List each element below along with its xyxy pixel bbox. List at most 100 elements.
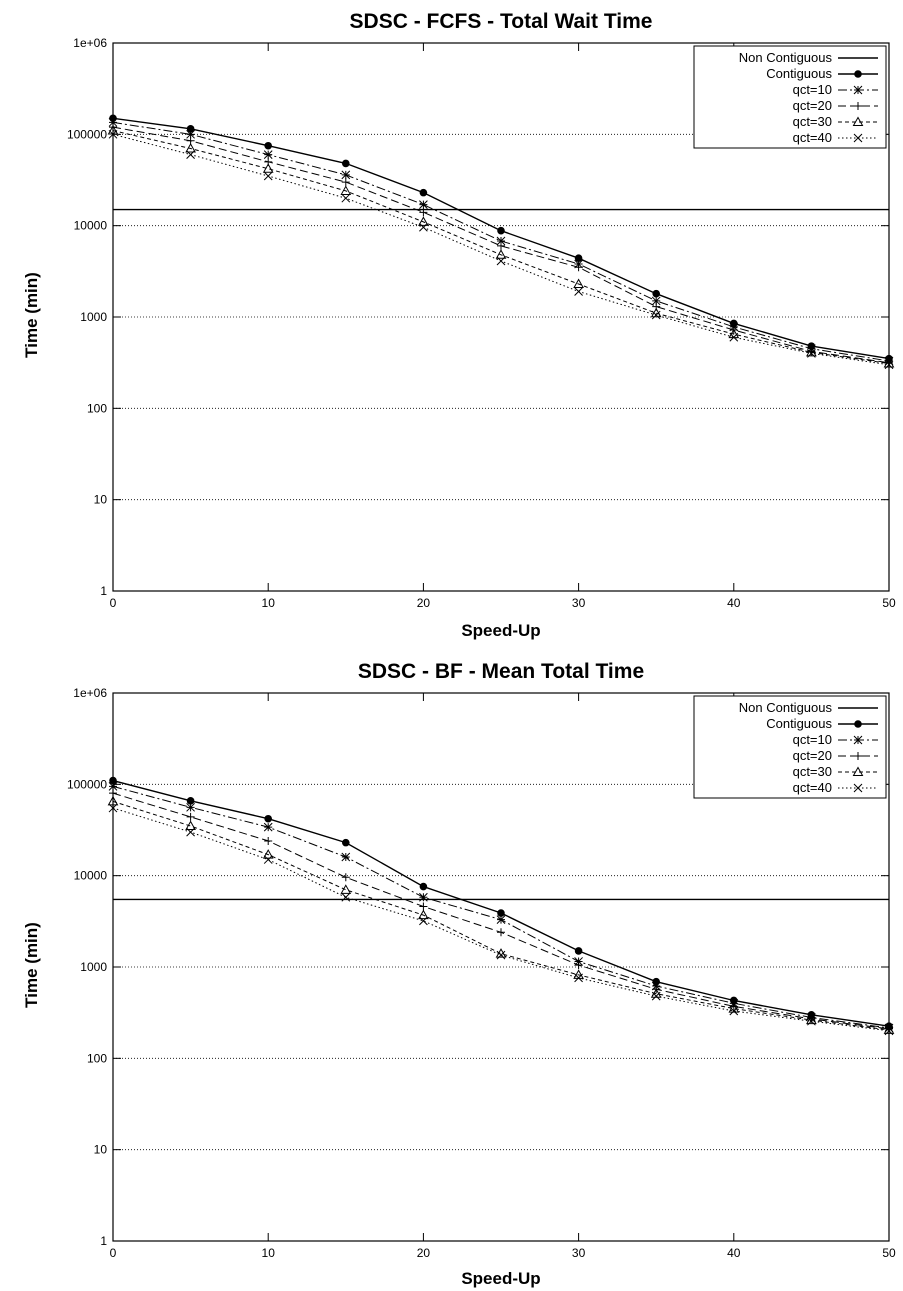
- legend-label: qct=30: [793, 764, 832, 779]
- legend: Non ContiguousContiguousqct=10qct=20qct=…: [693, 695, 887, 799]
- series-line: [112, 807, 890, 1032]
- data-point: [186, 124, 195, 133]
- x-tick-label: 40: [727, 1246, 741, 1260]
- data-point: [263, 855, 273, 864]
- data-point: [185, 142, 196, 153]
- series-qct-20: [109, 123, 893, 367]
- data-point: [419, 188, 428, 197]
- data-point: [340, 185, 352, 195]
- series-qct-10: [108, 782, 894, 1033]
- x-tick-label: 0: [110, 596, 117, 610]
- data-point: [497, 909, 505, 917]
- data-point: [573, 278, 584, 288]
- data-point: [342, 159, 350, 168]
- series-qct-40: [108, 129, 894, 370]
- x-tick-label: 10: [262, 1246, 276, 1260]
- data-point: [186, 827, 195, 837]
- data-point: [419, 208, 428, 217]
- y-tick-label: 100: [87, 1051, 107, 1065]
- x-tick-label: 50: [882, 1246, 896, 1260]
- legend-entry: qct=20: [793, 98, 878, 113]
- data-point: [418, 909, 429, 920]
- data-point: [574, 254, 583, 263]
- series-qct-10: [108, 118, 894, 366]
- y-tick-label: 1: [100, 584, 107, 598]
- data-point: [574, 947, 583, 955]
- y-tick-label: 1000: [80, 960, 107, 974]
- data-point: [186, 797, 195, 805]
- series-qct-40: [108, 803, 894, 1036]
- data-point: [807, 1016, 816, 1026]
- data-point: [341, 873, 350, 882]
- data-point: [729, 1006, 739, 1016]
- y-tick-label: 10000: [74, 869, 108, 883]
- legend-entry: qct=40: [793, 130, 878, 145]
- series-line: [112, 121, 890, 362]
- data-point: [806, 346, 817, 357]
- x-tick-label: 30: [572, 1246, 586, 1260]
- y-tick-label: 1e+06: [73, 36, 107, 50]
- legend-box: [693, 695, 887, 799]
- legend-entry: Contiguous: [766, 716, 878, 731]
- legend-entry: Non Contiguous: [739, 50, 878, 65]
- legend-entry: qct=30: [793, 114, 878, 129]
- y-tick-label: 1: [100, 1234, 107, 1248]
- data-point: [419, 200, 428, 209]
- data-point: [186, 802, 195, 812]
- legend-box: [693, 45, 887, 149]
- data-point: [419, 892, 428, 902]
- legend-entry: Contiguous: [766, 66, 878, 81]
- legend-entry: qct=10: [793, 732, 878, 747]
- data-point: [651, 310, 661, 320]
- y-tick-label: 100000: [67, 127, 107, 141]
- series-line: [112, 126, 890, 364]
- chart-panel-fcfs: SDSC - FCFS - Total Wait Time Speed-Up T…: [22, 10, 896, 640]
- data-point: [419, 902, 428, 911]
- data-point: [185, 820, 196, 830]
- series-line: [112, 785, 890, 1029]
- data-point: [496, 915, 506, 924]
- legend-label: qct=40: [793, 130, 832, 145]
- data-point: [729, 332, 739, 342]
- x-tick-label: 0: [110, 1246, 117, 1260]
- legend-marker: [852, 116, 864, 126]
- data-point: [807, 348, 816, 358]
- x-axis-label: Speed-Up: [461, 621, 540, 640]
- data-point: [651, 991, 661, 1001]
- data-point: [264, 141, 273, 150]
- legend-marker: [854, 70, 862, 78]
- plot-frame: [112, 692, 890, 1242]
- legend-label: Non Contiguous: [739, 50, 833, 65]
- data-point: [497, 928, 505, 937]
- legend-label: qct=20: [793, 98, 832, 113]
- data-point: [574, 961, 583, 970]
- data-point: [264, 814, 273, 823]
- legend-entry: Non Contiguous: [739, 700, 878, 715]
- data-point: [340, 884, 352, 894]
- data-point: [342, 838, 350, 847]
- data-point: [186, 150, 195, 159]
- data-point: [496, 950, 506, 960]
- data-point: [496, 256, 506, 266]
- data-point: [495, 948, 507, 958]
- x-tick-label: 50: [882, 596, 896, 610]
- legend-label: Non Contiguous: [739, 700, 833, 715]
- x-tick-label: 20: [417, 1246, 431, 1260]
- legend: Non ContiguousContiguousqct=10qct=20qct=…: [693, 45, 887, 149]
- legend-marker: [854, 752, 862, 760]
- data-point: [418, 216, 429, 226]
- y-tick-label: 100000: [67, 777, 107, 791]
- x-tick-label: 30: [572, 596, 586, 610]
- x-tick-label: 10: [262, 596, 276, 610]
- y-tick-label: 10: [94, 1143, 108, 1157]
- data-point: [419, 222, 428, 232]
- data-point: [341, 178, 350, 187]
- legend-label: qct=10: [793, 82, 832, 97]
- legend-label: qct=20: [793, 748, 832, 763]
- legend-marker: [852, 766, 864, 776]
- legend-marker: [853, 783, 863, 793]
- legend-entry: qct=40: [793, 780, 878, 795]
- data-point: [495, 249, 507, 259]
- data-point: [651, 296, 661, 306]
